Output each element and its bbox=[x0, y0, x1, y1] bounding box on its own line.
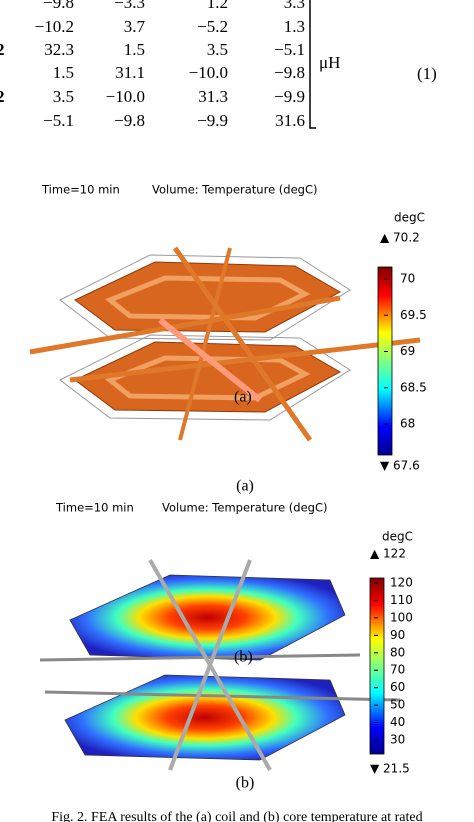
inner-label: (b) bbox=[234, 649, 253, 666]
matrix-cell: 3.5 bbox=[53, 87, 74, 106]
quantity-label: Volume: Temperature (degC) bbox=[152, 183, 317, 197]
matrix-cell: −5.1 bbox=[274, 40, 305, 59]
matrix-cell: 31.3 bbox=[198, 87, 228, 106]
colorbar bbox=[369, 577, 385, 755]
matrix-cell: −9.8 bbox=[43, 0, 74, 12]
colorbar-tick-label: 68 bbox=[400, 417, 415, 431]
matrix-bracket bbox=[309, 0, 316, 129]
colorbar-tick-label: 30 bbox=[390, 733, 405, 747]
matrix-cell: 3.3 bbox=[284, 0, 305, 12]
matrix-cell: 3.7 bbox=[124, 17, 146, 36]
colorbar-min: ▼ 21.5 bbox=[370, 762, 410, 776]
matrix-unit: μH bbox=[319, 53, 340, 72]
matrix-cell: 1.5 bbox=[124, 40, 145, 59]
matrix-cell: 32.3 bbox=[44, 40, 74, 59]
matrix-cell: −5.2 bbox=[197, 17, 228, 36]
matrix-cell: −3.3 bbox=[114, 0, 145, 12]
figure-caption: Fig. 2. FEA results of the (a) coil and … bbox=[51, 810, 422, 822]
matrix-cell: 31.6 bbox=[275, 111, 305, 130]
colorbar-tick-label: 69 bbox=[400, 344, 415, 358]
colorbar bbox=[377, 266, 393, 456]
matrix-cell: −9.9 bbox=[274, 87, 305, 106]
colorbar-unit: degC bbox=[394, 211, 425, 225]
colorbar-tick-label: 69.5 bbox=[400, 308, 427, 322]
colorbar-tick-label: 60 bbox=[390, 680, 405, 694]
colorbar-tick-label: 110 bbox=[390, 593, 413, 607]
matrix-cell: 1.3 bbox=[284, 17, 305, 36]
matrix-cell: 1.5 bbox=[53, 63, 74, 82]
colorbar-unit: degC bbox=[382, 530, 413, 544]
matrix-cell: 3.5 bbox=[207, 40, 228, 59]
matrix-cell: −9.8 bbox=[114, 111, 145, 130]
matrix-cell: −10.0 bbox=[189, 63, 228, 82]
colorbar-tick-label: 68.5 bbox=[400, 380, 427, 394]
inner-label: (a) bbox=[234, 389, 252, 406]
colorbar-ticks: 70 69.5 69 68.5 68 bbox=[384, 272, 427, 431]
coil-illustration bbox=[29, 246, 421, 442]
colorbar-tick-label: 40 bbox=[390, 715, 405, 729]
equation-number: (1) bbox=[417, 64, 437, 83]
colorbar-ticks: 120 110 100 90 80 70 60 50 40 30 bbox=[374, 576, 413, 747]
subfigure-caption: (b) bbox=[236, 775, 255, 792]
colorbar-tick-label: 50 bbox=[390, 698, 405, 712]
colorbar-max: ▲ 70.2 bbox=[380, 231, 420, 245]
row-label: 2 bbox=[0, 40, 5, 59]
matrix-cell: 31.1 bbox=[115, 63, 145, 82]
subfigure-caption: (a) bbox=[236, 478, 254, 495]
colorbar-tick-label: 70 bbox=[400, 272, 415, 286]
colorbar-tick-label: 100 bbox=[390, 610, 413, 624]
colorbar-tick-label: 70 bbox=[390, 663, 405, 677]
colorbar-min: ▼ 67.6 bbox=[380, 459, 420, 473]
matrix-cell: 1.2 bbox=[207, 0, 228, 12]
quantity-label: Volume: Temperature (degC) bbox=[162, 501, 327, 515]
row-label: 2 bbox=[0, 87, 5, 106]
colorbar-tick-label: 90 bbox=[390, 628, 405, 642]
colorbar-tick-label: 120 bbox=[390, 576, 413, 590]
matrix-cell: −5.1 bbox=[43, 111, 74, 130]
time-label: Time=10 min bbox=[55, 501, 134, 515]
matrix-cell: −9.9 bbox=[197, 111, 228, 130]
core-illustration bbox=[39, 559, 401, 771]
colorbar-max: ▲ 122 bbox=[370, 547, 406, 561]
matrix-cell: −10.2 bbox=[35, 17, 74, 36]
time-label: Time=10 min bbox=[41, 183, 120, 197]
colorbar-tick-label: 80 bbox=[390, 645, 405, 659]
matrix-cell: −10.0 bbox=[106, 87, 145, 106]
matrix-cell: −9.8 bbox=[274, 63, 305, 82]
matrix: −9.8 −3.3 1.2 3.3 −10.2 3.7 −5.2 1.3 2 32.3 1.5 3.5… bbox=[0, 0, 305, 130]
